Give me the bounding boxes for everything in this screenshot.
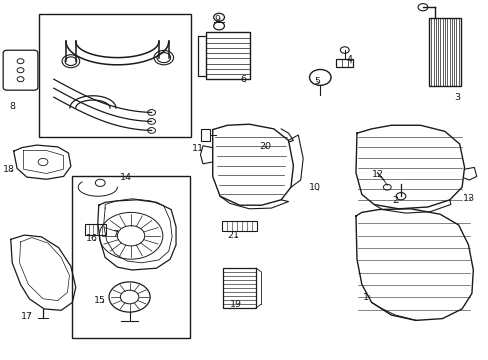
- Text: 20: 20: [259, 142, 270, 151]
- Bar: [201, 129, 209, 141]
- Text: 1: 1: [362, 292, 368, 301]
- Text: 17: 17: [21, 311, 33, 320]
- Text: 2: 2: [391, 197, 397, 205]
- Text: 10: 10: [309, 184, 321, 192]
- Bar: [206, 32, 250, 79]
- Text: 19: 19: [229, 300, 241, 309]
- Text: 14: 14: [120, 173, 132, 181]
- Text: 4: 4: [346, 55, 352, 64]
- Bar: [336, 59, 352, 67]
- Bar: [428, 18, 460, 86]
- Text: 6: 6: [240, 76, 246, 85]
- Text: 7: 7: [112, 230, 118, 239]
- Bar: [222, 221, 257, 231]
- Bar: [223, 268, 256, 308]
- Text: 12: 12: [371, 171, 383, 180]
- Bar: [39, 14, 190, 137]
- Text: 11: 11: [192, 144, 203, 153]
- Text: 16: 16: [86, 234, 98, 243]
- Text: 9: 9: [214, 15, 220, 24]
- Text: 15: 15: [94, 296, 106, 305]
- Text: 3: 3: [453, 93, 459, 102]
- Text: 18: 18: [3, 165, 15, 174]
- Bar: [85, 224, 105, 235]
- Bar: [72, 176, 189, 338]
- Text: 13: 13: [463, 194, 474, 202]
- Text: 5: 5: [313, 77, 319, 85]
- Text: 21: 21: [227, 231, 239, 240]
- Text: 8: 8: [9, 102, 15, 111]
